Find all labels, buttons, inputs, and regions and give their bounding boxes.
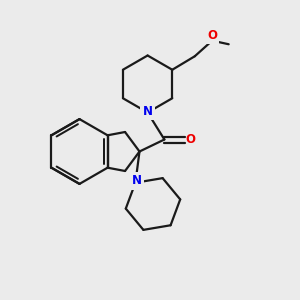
Text: O: O (186, 133, 196, 146)
Text: N: N (142, 105, 153, 118)
Text: O: O (207, 29, 217, 42)
Text: N: N (132, 174, 142, 188)
